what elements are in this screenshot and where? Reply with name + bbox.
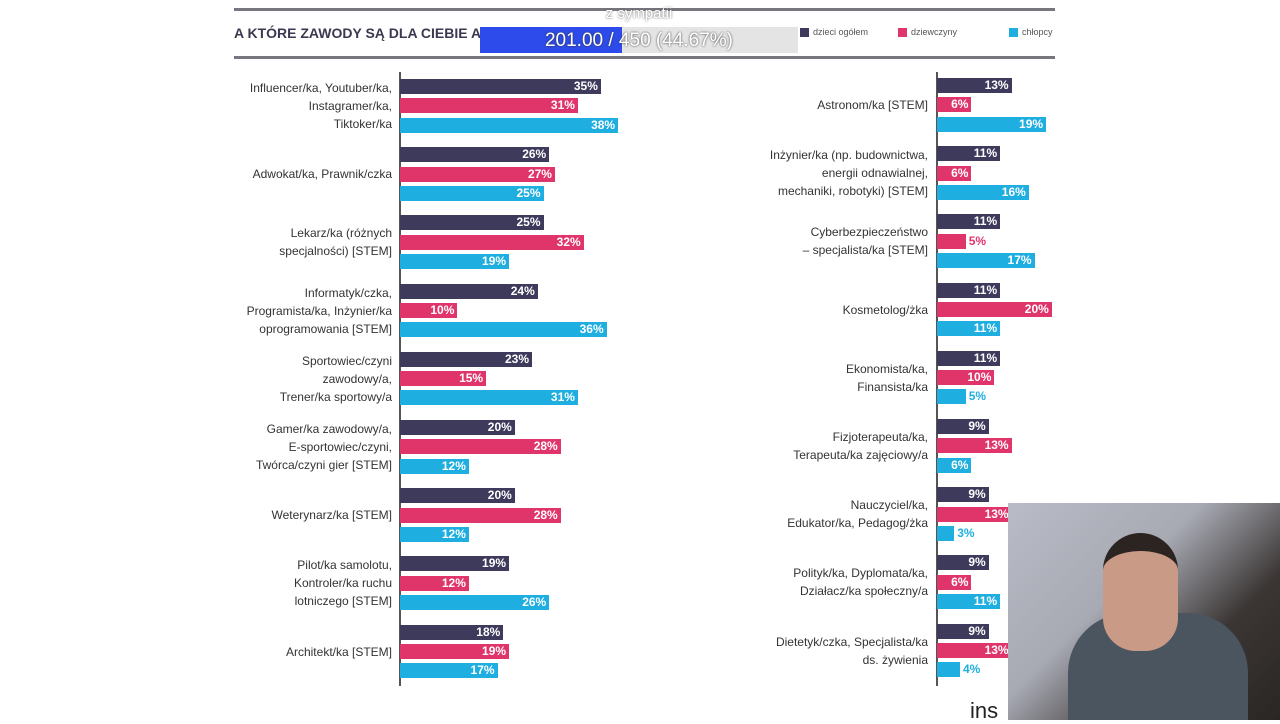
bar: 26% bbox=[400, 147, 550, 163]
category-label: Cyberbezpieczeństwo – specjalista/ka [ST… bbox=[802, 225, 928, 258]
bar: 13% bbox=[937, 78, 1012, 93]
bar: 13% bbox=[937, 438, 1012, 454]
bar: 23% bbox=[400, 351, 533, 367]
bar: 31% bbox=[400, 390, 578, 406]
bar: 16% bbox=[937, 184, 1029, 200]
category-label: Sportowiec/czyni zawodowy/a, Trener/ka s… bbox=[279, 353, 392, 404]
bar: 11% bbox=[937, 594, 1001, 609]
progress-fill bbox=[480, 27, 623, 53]
bar bbox=[937, 233, 966, 249]
bar: 35% bbox=[400, 79, 601, 94]
category-label: Informatyk/czka, Programista/ka, Inżynie… bbox=[246, 285, 392, 336]
data-label: 5% bbox=[968, 233, 987, 248]
bar: 15% bbox=[400, 371, 487, 387]
category-label: Adwokat/ka, Prawnik/czka bbox=[252, 167, 392, 182]
bar: 19% bbox=[400, 254, 510, 269]
bar: 17% bbox=[400, 663, 498, 679]
bar: 20% bbox=[400, 420, 515, 435]
bottom-rule bbox=[234, 56, 1055, 59]
category-label: Ekonomista/ka, Finansista/ka bbox=[845, 361, 928, 394]
bar: 31% bbox=[400, 98, 578, 114]
bar bbox=[937, 525, 955, 541]
bar: 12% bbox=[400, 458, 469, 474]
bar: 11% bbox=[937, 146, 1001, 162]
bar: 9% bbox=[937, 487, 989, 503]
category-label: Gamer/ka zawodowy/a, E-sportowiec/czyni,… bbox=[255, 422, 392, 472]
top-rule bbox=[234, 8, 1055, 11]
category-label: Astronom/ka [STEM] bbox=[817, 98, 928, 112]
legend-item: dzieci ogółem bbox=[800, 27, 868, 37]
chart-title: A KTÓRE ZAWODY SĄ DLA CIEBIE AT bbox=[234, 25, 489, 41]
data-label: 3% bbox=[957, 525, 975, 540]
bar: 28% bbox=[400, 507, 561, 523]
bar: 9% bbox=[937, 623, 989, 639]
category-label: Polityk/ka, Dyplomata/ka, Działacz/ka sp… bbox=[793, 566, 928, 599]
bar: 10% bbox=[400, 302, 458, 318]
bar: 6% bbox=[937, 574, 972, 590]
goal-progress-bar: 201.00 / 450 (44.67%) bbox=[480, 27, 798, 53]
bar: 38% bbox=[400, 117, 619, 133]
bar: 25% bbox=[400, 185, 544, 201]
bar: 17% bbox=[937, 253, 1035, 268]
category-label: Architekt/ka [STEM] bbox=[285, 644, 392, 659]
bar: 6% bbox=[937, 97, 972, 113]
bar: 11% bbox=[937, 321, 1001, 337]
bar: 26% bbox=[400, 595, 550, 610]
bar: 11% bbox=[937, 350, 1001, 366]
bar: 9% bbox=[937, 555, 989, 571]
bar: 20% bbox=[937, 301, 1052, 317]
category-label: Dietetyk/czka, Specjalista/ka ds. żywien… bbox=[775, 634, 928, 667]
bar: 9% bbox=[937, 419, 989, 434]
category-label: Pilot/ka samolotu, Kontroler/ka ruchu lo… bbox=[293, 558, 392, 609]
data-label: 4% bbox=[962, 662, 981, 677]
bar: 25% bbox=[400, 215, 544, 231]
category-label: Influencer/ka, Youtuber/ka, Instagramer/… bbox=[249, 81, 392, 131]
data-label: 5% bbox=[968, 389, 987, 404]
bar: 13% bbox=[937, 642, 1012, 658]
bar: 28% bbox=[400, 439, 561, 455]
bar: 32% bbox=[400, 234, 584, 250]
category-label: Nauczyciel/ka, Edukator/ka, Pedagog/żka bbox=[787, 498, 928, 531]
bar: 19% bbox=[937, 116, 1047, 132]
category-label: Kosmetolog/żka bbox=[842, 302, 928, 317]
goal-subtitle: z sympatii bbox=[605, 5, 673, 22]
progress-text: 201.00 / 450 (44.67%) bbox=[544, 30, 734, 51]
bar: 19% bbox=[400, 556, 510, 572]
bar bbox=[937, 389, 966, 405]
bar: 6% bbox=[937, 165, 972, 181]
bar: 13% bbox=[937, 506, 1012, 522]
bar: 20% bbox=[400, 488, 515, 504]
category-label: Lekarz/ka (różnych specjalności) [STEM] bbox=[279, 226, 392, 259]
bar: 11% bbox=[937, 282, 1001, 298]
category-label: Weterynarz/ka [STEM] bbox=[271, 508, 392, 523]
category-label: Fizjoterapeuta/ka, Terapeuta/ka zajęciow… bbox=[793, 430, 928, 462]
bar: 24% bbox=[400, 283, 538, 299]
category-label: Inżynier/ka (np. budownictwa, energii od… bbox=[769, 148, 928, 199]
legend-item: chłopcy bbox=[1009, 27, 1053, 37]
bar: 18% bbox=[400, 624, 504, 640]
bar: 12% bbox=[400, 526, 469, 542]
bar: 11% bbox=[937, 214, 1001, 230]
bar: 6% bbox=[937, 457, 972, 473]
bar: 12% bbox=[400, 575, 469, 591]
bar: 19% bbox=[400, 643, 510, 659]
bar: 27% bbox=[400, 166, 555, 182]
corner-text: ins bbox=[970, 698, 999, 723]
bar bbox=[937, 662, 960, 678]
legend-item: dziewczyny bbox=[898, 27, 957, 37]
webcam-feed bbox=[1008, 503, 1280, 720]
bar: 36% bbox=[400, 322, 607, 338]
bar: 10% bbox=[937, 370, 995, 386]
